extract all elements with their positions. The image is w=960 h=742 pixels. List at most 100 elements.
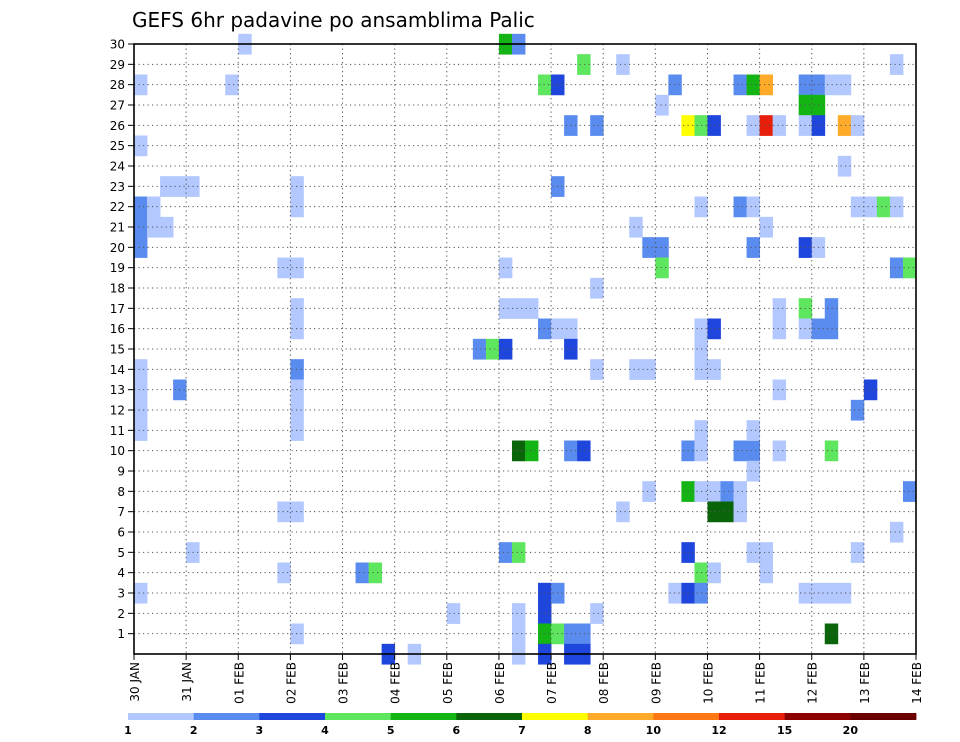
y-tick-label: 2 — [117, 607, 125, 621]
heat-cell — [824, 582, 839, 604]
heat-cell — [863, 196, 878, 218]
heat-cell — [837, 155, 852, 177]
y-axis: 1234567891011121314151617181920212223242… — [110, 38, 134, 641]
x-tick-label: 01 FEB — [232, 662, 246, 704]
heat-cell — [616, 54, 630, 75]
heat-cell — [277, 257, 291, 279]
heat-cell — [902, 481, 917, 502]
heat-cell — [225, 74, 239, 96]
y-tick-label: 23 — [110, 180, 125, 194]
legend-swatch — [325, 713, 392, 720]
heat-cell — [538, 603, 552, 624]
legend-swatch — [719, 713, 786, 720]
heat-cell — [134, 196, 148, 218]
heat-cell — [824, 74, 839, 96]
cells-layer — [134, 33, 917, 665]
heat-cell — [577, 623, 591, 645]
heat-cell — [876, 196, 891, 218]
y-tick-label: 6 — [117, 526, 125, 540]
heat-cell — [863, 379, 878, 401]
heat-cell — [616, 501, 630, 523]
heat-cell — [759, 74, 774, 96]
heat-cell — [746, 460, 760, 482]
y-tick-label: 12 — [110, 404, 125, 418]
x-tick-label: 12 FEB — [806, 662, 820, 704]
x-tick-label: 07 FEB — [545, 662, 559, 704]
y-tick-label: 27 — [110, 99, 125, 113]
heat-cell — [472, 338, 487, 360]
legend-label: 1 — [124, 724, 132, 737]
y-tick-label: 15 — [110, 343, 125, 357]
heat-cell — [824, 440, 839, 462]
legend-label: 20 — [843, 724, 859, 737]
y-tick-label: 18 — [110, 282, 125, 296]
heat-cell — [759, 115, 774, 136]
heat-cell — [837, 115, 852, 136]
heat-cell — [498, 542, 513, 563]
legend-label: 15 — [777, 724, 792, 737]
x-tick-label: 13 FEB — [858, 662, 872, 704]
y-tick-label: 5 — [117, 546, 125, 560]
y-tick-label: 29 — [110, 58, 125, 72]
heat-cell — [590, 603, 604, 624]
legend-swatch — [259, 713, 326, 720]
heat-cell — [590, 115, 604, 136]
legend-swatch — [128, 713, 195, 720]
y-tick-label: 1 — [117, 627, 125, 641]
x-tick-label: 03 FEB — [337, 662, 351, 704]
y-tick-label: 24 — [110, 160, 125, 174]
y-tick-label: 8 — [117, 485, 125, 499]
heat-cell — [850, 399, 865, 421]
heat-cell — [707, 481, 721, 502]
heat-cell — [134, 216, 148, 238]
heat-cell — [160, 216, 174, 238]
heat-cell — [355, 562, 369, 584]
heat-cell — [889, 196, 904, 218]
legend-swatch — [522, 713, 589, 720]
y-tick-label: 28 — [110, 78, 125, 92]
y-tick-label: 17 — [110, 302, 125, 316]
heat-cell — [707, 318, 721, 340]
x-tick-label: 10 FEB — [701, 662, 715, 704]
heat-cell — [746, 237, 760, 258]
heat-cell — [134, 359, 148, 380]
heat-cell — [733, 501, 747, 523]
heat-cell — [746, 74, 760, 96]
heat-cell — [498, 338, 513, 360]
heat-cell — [538, 623, 552, 645]
heat-cell — [511, 603, 526, 624]
heat-cell — [733, 440, 747, 462]
y-tick-label: 16 — [110, 322, 125, 336]
heat-cell — [577, 54, 591, 75]
heat-cell — [772, 318, 787, 340]
heat-cell — [824, 623, 839, 645]
y-tick-label: 19 — [110, 261, 125, 275]
heat-cell — [485, 338, 500, 360]
y-tick-label: 14 — [110, 363, 125, 377]
y-tick-label: 4 — [117, 566, 125, 580]
legend-label: 6 — [453, 724, 461, 737]
heat-cell — [772, 440, 787, 462]
x-tick-label: 09 FEB — [649, 662, 663, 704]
legend-swatch — [193, 713, 260, 720]
heat-cell — [147, 196, 161, 218]
y-tick-label: 22 — [110, 200, 125, 214]
legend-label: 4 — [321, 724, 329, 737]
legend-label: 12 — [711, 724, 726, 737]
heat-cell — [577, 440, 591, 462]
heat-cell — [525, 298, 539, 319]
x-tick-label: 14 FEB — [910, 662, 924, 704]
heat-cell — [525, 440, 539, 462]
heat-cell — [277, 562, 291, 584]
legend-label: 10 — [646, 724, 662, 737]
y-tick-label: 10 — [110, 444, 125, 458]
heat-cell — [850, 115, 865, 136]
heat-cell — [733, 196, 747, 218]
y-tick-label: 11 — [110, 424, 125, 438]
y-tick-label: 30 — [110, 38, 125, 52]
x-tick-label: 31 JAN — [180, 662, 194, 702]
heat-cell — [733, 481, 747, 502]
heat-cell — [746, 115, 760, 136]
heat-cell — [134, 420, 148, 441]
